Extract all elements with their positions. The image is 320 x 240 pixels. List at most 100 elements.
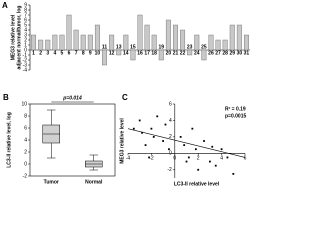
x-tick-label: 2 [39,50,42,56]
point [144,144,147,147]
y-tick-label: -3 [23,62,28,68]
bar [73,29,79,51]
x-tick-label: 6 [244,156,247,162]
point [150,127,153,130]
x-tick-label: 0 [173,156,176,162]
point [203,140,205,142]
x-tick-label: 22 [180,50,186,56]
point [209,160,211,163]
y-tick-label: 0 [169,151,172,157]
y-tick-label: 7 [24,12,27,18]
annotation: R² = 0.19 [225,106,246,112]
x-tick-label: 17 [144,50,150,56]
point [152,135,155,138]
bar [180,29,186,51]
point [132,127,135,130]
panel-label: A [2,1,8,10]
x-tick-label: 8 [82,50,85,56]
x-tick-label: 23 [187,44,193,50]
y-axis-label: adjacent normal/tumor, log [16,6,22,70]
bar [215,39,221,51]
point [138,119,141,122]
x-tick-label: 25 [201,44,207,50]
x-tick-label: 31 [244,50,250,56]
x-tick-label: 6 [68,50,71,56]
y-axis-label: MEG3 relative level [119,118,125,164]
y-tick-label: 8 [24,113,27,119]
point [191,127,194,130]
point [232,172,235,175]
y-tick-label: 4 [24,27,27,33]
bar [243,34,249,51]
y-tick-label: 8 [24,7,27,13]
point [156,115,159,118]
x-tick-label: 24 [194,50,200,56]
x-tick-label: 1 [32,50,35,56]
y-tick-label: -4 [23,67,28,73]
x-tick-label: 4 [53,50,56,56]
bar [31,34,37,51]
x-tick-label: 10 [95,50,101,56]
x-tick-label: 15 [130,44,136,50]
bar [59,34,65,51]
x-tick-label: 27 [215,50,221,56]
bar [109,34,115,51]
y-tick-label: 2 [169,134,172,140]
bar [130,49,136,61]
x-tick-label: 30 [237,50,243,56]
y-tick-label: 6 [24,17,27,23]
bar [158,49,164,61]
bar [194,34,200,51]
y-tick-label: -2 [23,173,28,179]
bar [116,49,122,56]
x-tick-label: 14 [123,50,129,56]
bar [208,34,214,51]
point [141,131,143,134]
y-tick-label: 6 [24,125,27,131]
y-tick-label: 9 [24,2,27,8]
bar [137,14,143,51]
x-tick-label: 11 [102,44,108,50]
point [168,148,170,151]
panel-label: B [3,93,9,102]
x-tick-label: 7 [75,50,78,56]
point [148,156,150,159]
bar [66,14,72,51]
bar [94,24,100,51]
y-tick-label: -2 [23,57,28,63]
y-tick-label: -1 [23,52,28,58]
x-tick-label: 4 [220,156,223,162]
point [187,156,190,159]
x-tick-label: 9 [89,50,92,56]
x-tick-label: 28 [222,50,228,56]
point [185,160,188,163]
y-tick-label: 6 [169,101,172,107]
y-tick-label: 2 [24,149,27,155]
x-tick-label: 5 [61,50,64,56]
x-tick-label: 20 [166,50,172,56]
y-tick-label: 4 [24,137,27,143]
point [214,164,217,167]
panel-label: C [122,93,128,102]
y-tick-label: 3 [24,32,27,38]
point [220,148,223,151]
point [183,144,186,147]
x-tick-label: 13 [116,44,122,50]
x-tick-label: 16 [137,50,143,56]
y-tick-label: 4 [169,118,172,124]
bar [201,49,207,61]
x-tick-label: -2 [149,156,154,162]
bar [123,34,129,51]
x-tick-label: 2 [197,156,200,162]
y-axis-label: MEG3 relative level [10,14,16,60]
bar [87,34,93,51]
point [164,123,167,126]
x-tick-label: 12 [109,50,115,56]
bar [165,19,171,51]
y-tick-label: -2 [167,167,172,173]
bar [173,24,178,51]
bar [151,34,157,51]
x-tick-label: 29 [229,50,235,56]
x-tick-label: -4 [126,156,131,162]
x-tick-label: Tumor [44,179,59,185]
